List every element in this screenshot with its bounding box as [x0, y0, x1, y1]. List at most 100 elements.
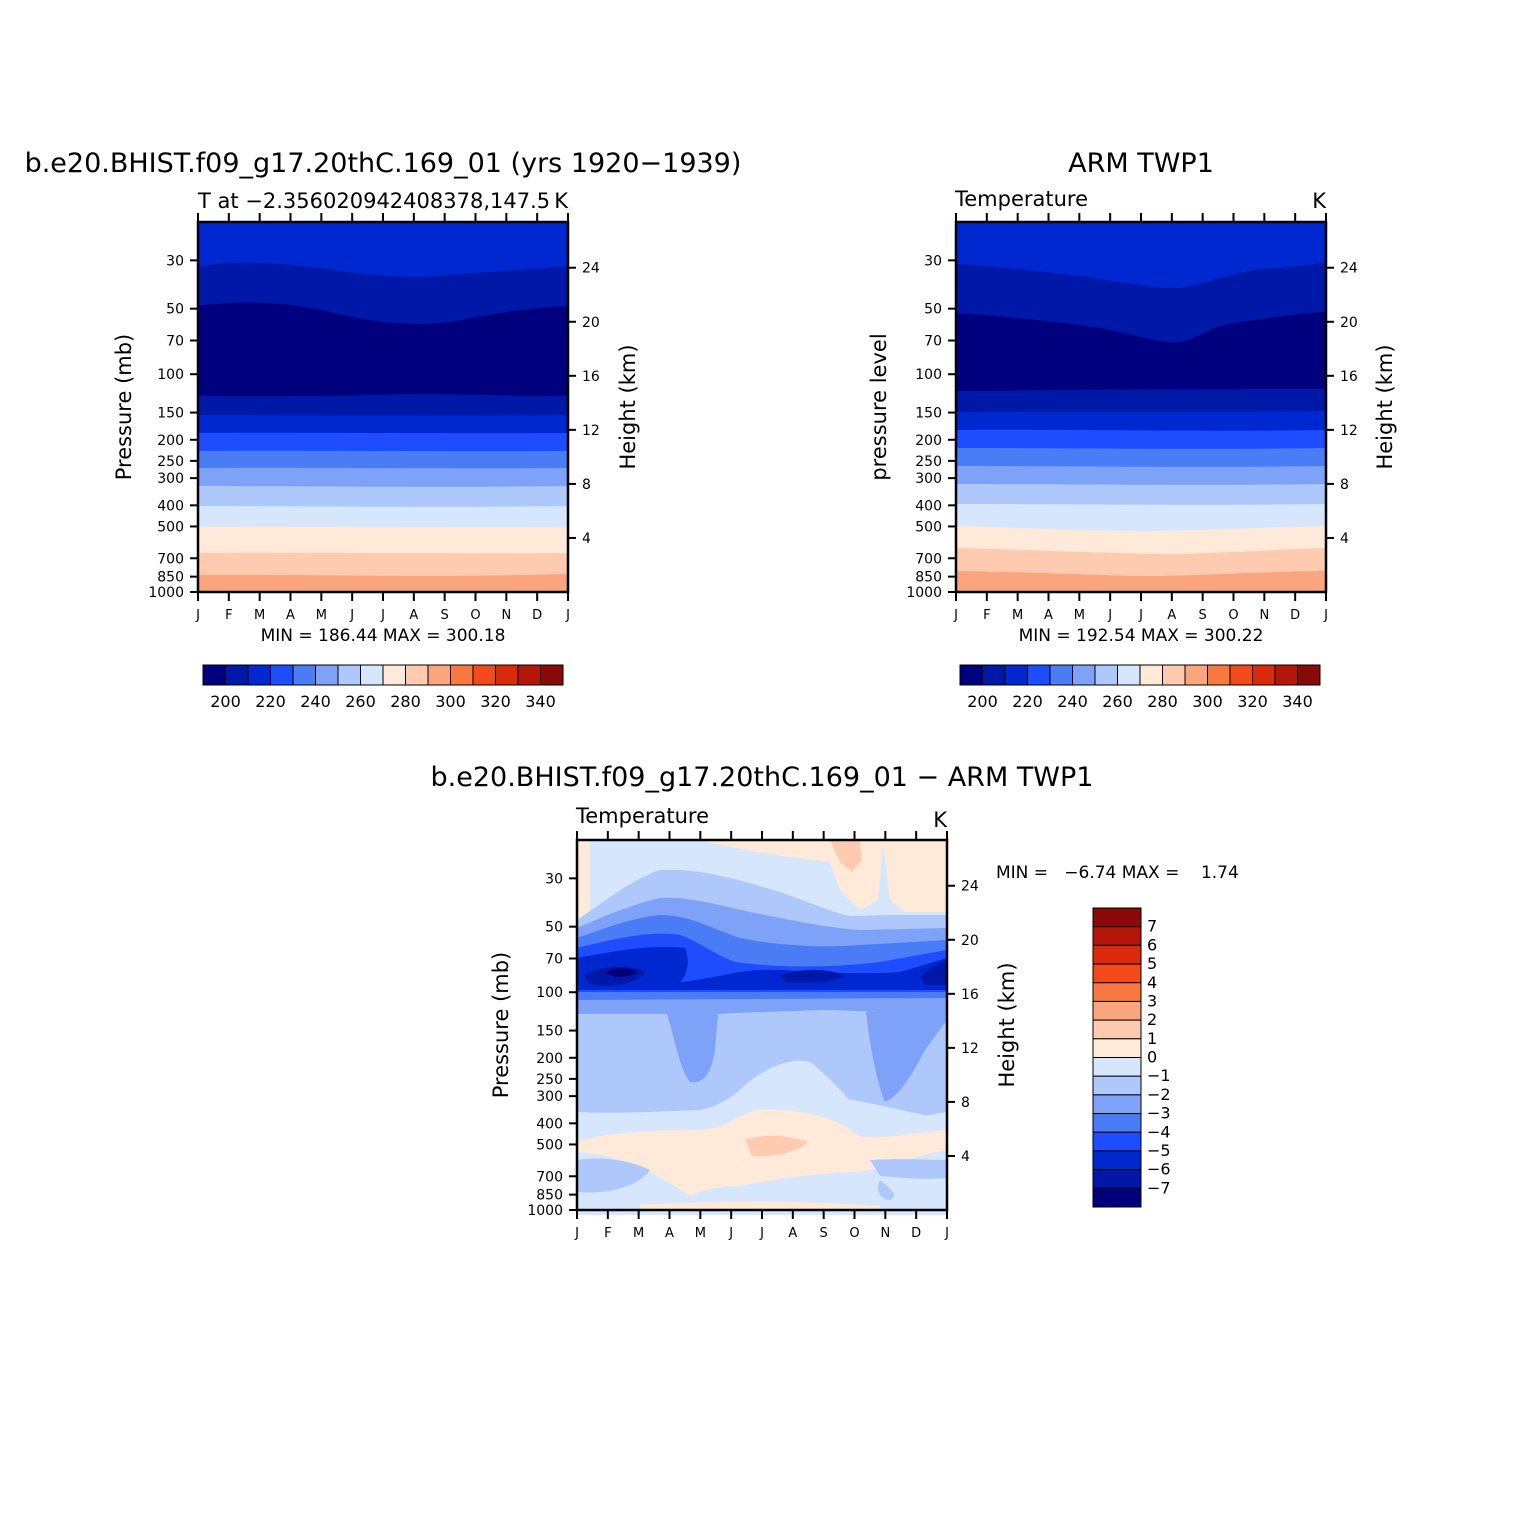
pressure-tick-label: 700 [536, 1169, 563, 1185]
height-tick-label: 8 [1340, 477, 1349, 493]
month-tick-label: J [1323, 608, 1328, 623]
month-tick-label: A [409, 608, 418, 623]
colorbar-swatch [1092, 1131, 1142, 1152]
pressure-tick-label: 500 [915, 519, 942, 535]
colorbar-swatch [495, 664, 519, 686]
pressure-tick-label: 700 [157, 551, 184, 567]
colorbar-label: 200 [210, 692, 241, 711]
colorbar-swatch [1274, 664, 1298, 686]
colorbar-swatch [1049, 664, 1073, 686]
pressure-tick-label: 50 [924, 302, 942, 318]
colorbar-swatch [1092, 1057, 1142, 1077]
panel-model-y-label: Pressure (mb) [112, 334, 136, 481]
colorbar-swatch [1092, 1113, 1142, 1133]
pressure-tick-label: 100 [915, 367, 942, 383]
colorbar-swatch [270, 664, 294, 686]
colorbar-swatch [1092, 1075, 1142, 1096]
panel-obs-left-subtitle: Temperature [954, 187, 1088, 211]
pressure-tick-label: 70 [166, 333, 184, 349]
colorbar-swatch [1092, 1038, 1142, 1058]
colorbar-label: 260 [345, 692, 376, 711]
pressure-tick-label: 50 [166, 302, 184, 318]
colorbar-label: 220 [1012, 692, 1043, 711]
colorbar-swatch [360, 664, 384, 686]
pressure-tick-label: 400 [157, 498, 184, 514]
month-tick-label: J [728, 1226, 733, 1241]
pressure-tick-label: 850 [157, 570, 184, 586]
panel-obs: ARM TWP1 Temperature K 30 50 70 100 150 200 25… [867, 148, 1397, 711]
colorbar-swatch [1027, 664, 1051, 686]
diff-band-1-2-top [830, 840, 862, 872]
panel-model-left-subtitle: T at −2.356020942408378,147.5 [197, 189, 550, 213]
colorbar-swatch [1297, 664, 1321, 686]
height-tick-label: 4 [1340, 531, 1349, 547]
colorbar-label: 2 [1147, 1010, 1157, 1029]
pressure-tick-label: 250 [915, 454, 942, 470]
height-tick-label: 20 [582, 315, 600, 331]
colorbar-swatch [1094, 664, 1118, 686]
month-tick-label: M [254, 608, 265, 623]
month-tick-label: N [880, 1226, 890, 1241]
month-tick-label: D [911, 1226, 921, 1241]
colorbar-label: 320 [480, 692, 511, 711]
month-tick-label: F [225, 608, 232, 623]
colorbar-label: 340 [525, 692, 556, 711]
pressure-tick-label: 100 [157, 367, 184, 383]
colorbar-label: 340 [1282, 692, 1313, 711]
pressure-tick-label: 250 [157, 454, 184, 470]
pressure-tick-label: 70 [545, 951, 563, 967]
panel-model-minmax: MIN = 186.44 MAX = 300.18 [261, 626, 506, 646]
month-tick-label: O [470, 608, 480, 623]
panel-diff-minmax: MIN = −6.74 MAX = 1.74 [996, 863, 1239, 883]
height-tick-label: 16 [961, 987, 979, 1003]
pressure-tick-label: 50 [545, 920, 563, 936]
colorbar-swatch [1092, 982, 1142, 1002]
pressure-tick-label: 1000 [906, 585, 942, 601]
colorbar-swatch [1092, 1150, 1142, 1171]
diff-band-minus1-minus2-low-b [870, 1159, 947, 1179]
month-tick-label: A [1044, 608, 1053, 623]
panel-diff-left-subtitle: Temperature [575, 804, 709, 828]
pressure-tick-label: 70 [924, 333, 942, 349]
month-tick-label: J [380, 608, 385, 623]
panel-diff-height-label: Height (km) [995, 962, 1019, 1087]
pressure-tick-label: 1000 [148, 585, 184, 601]
colorbar-label: 1 [1147, 1029, 1157, 1048]
month-tick-label: J [574, 1226, 579, 1241]
panel-obs-height-ticks: 24 20 16 12 8 4 [1326, 261, 1358, 547]
panel-model-colorbar: 200 220 240 260 280 300 320 340 [202, 664, 564, 711]
height-tick-label: 12 [961, 1041, 979, 1057]
month-tick-label: J [1107, 608, 1112, 623]
diff-band-minus2-minus3-apr [667, 1014, 718, 1083]
colorbar-swatch [1162, 664, 1186, 686]
colorbar-label: 3 [1147, 991, 1157, 1010]
month-tick-label: J [953, 608, 958, 623]
colorbar-swatch [1139, 664, 1163, 686]
panel-obs-contour-fill [956, 222, 1326, 592]
pressure-tick-label: 150 [536, 1024, 563, 1040]
diff-band-minus1-minus2-low-c [878, 1180, 895, 1200]
colorbar-label: 300 [1192, 692, 1223, 711]
month-tick-label: J [759, 1226, 764, 1241]
height-tick-label: 12 [582, 423, 600, 439]
pressure-tick-label: 30 [166, 253, 184, 269]
colorbar-label: −4 [1147, 1122, 1171, 1141]
colorbar-swatch [405, 664, 429, 686]
height-tick-label: 16 [582, 369, 600, 385]
month-tick-label: A [1167, 608, 1176, 623]
height-tick-label: 8 [582, 477, 591, 493]
panel-model-height-ticks: 24 20 16 12 8 4 [568, 261, 600, 547]
pressure-tick-label: 150 [915, 406, 942, 422]
colorbar-label: −5 [1147, 1141, 1171, 1160]
month-tick-label: J [944, 1226, 949, 1241]
month-tick-label: D [1290, 608, 1300, 623]
panel-obs-colorbar: 200 220 240 260 280 300 320 340 [959, 664, 1321, 711]
colorbar-swatch [1004, 664, 1028, 686]
colorbar-label: 200 [967, 692, 998, 711]
colorbar-swatch [959, 664, 983, 686]
colorbar-label: 240 [1057, 692, 1088, 711]
panel-diff-y-label: Pressure (mb) [489, 952, 513, 1099]
pressure-tick-label: 200 [157, 433, 184, 449]
